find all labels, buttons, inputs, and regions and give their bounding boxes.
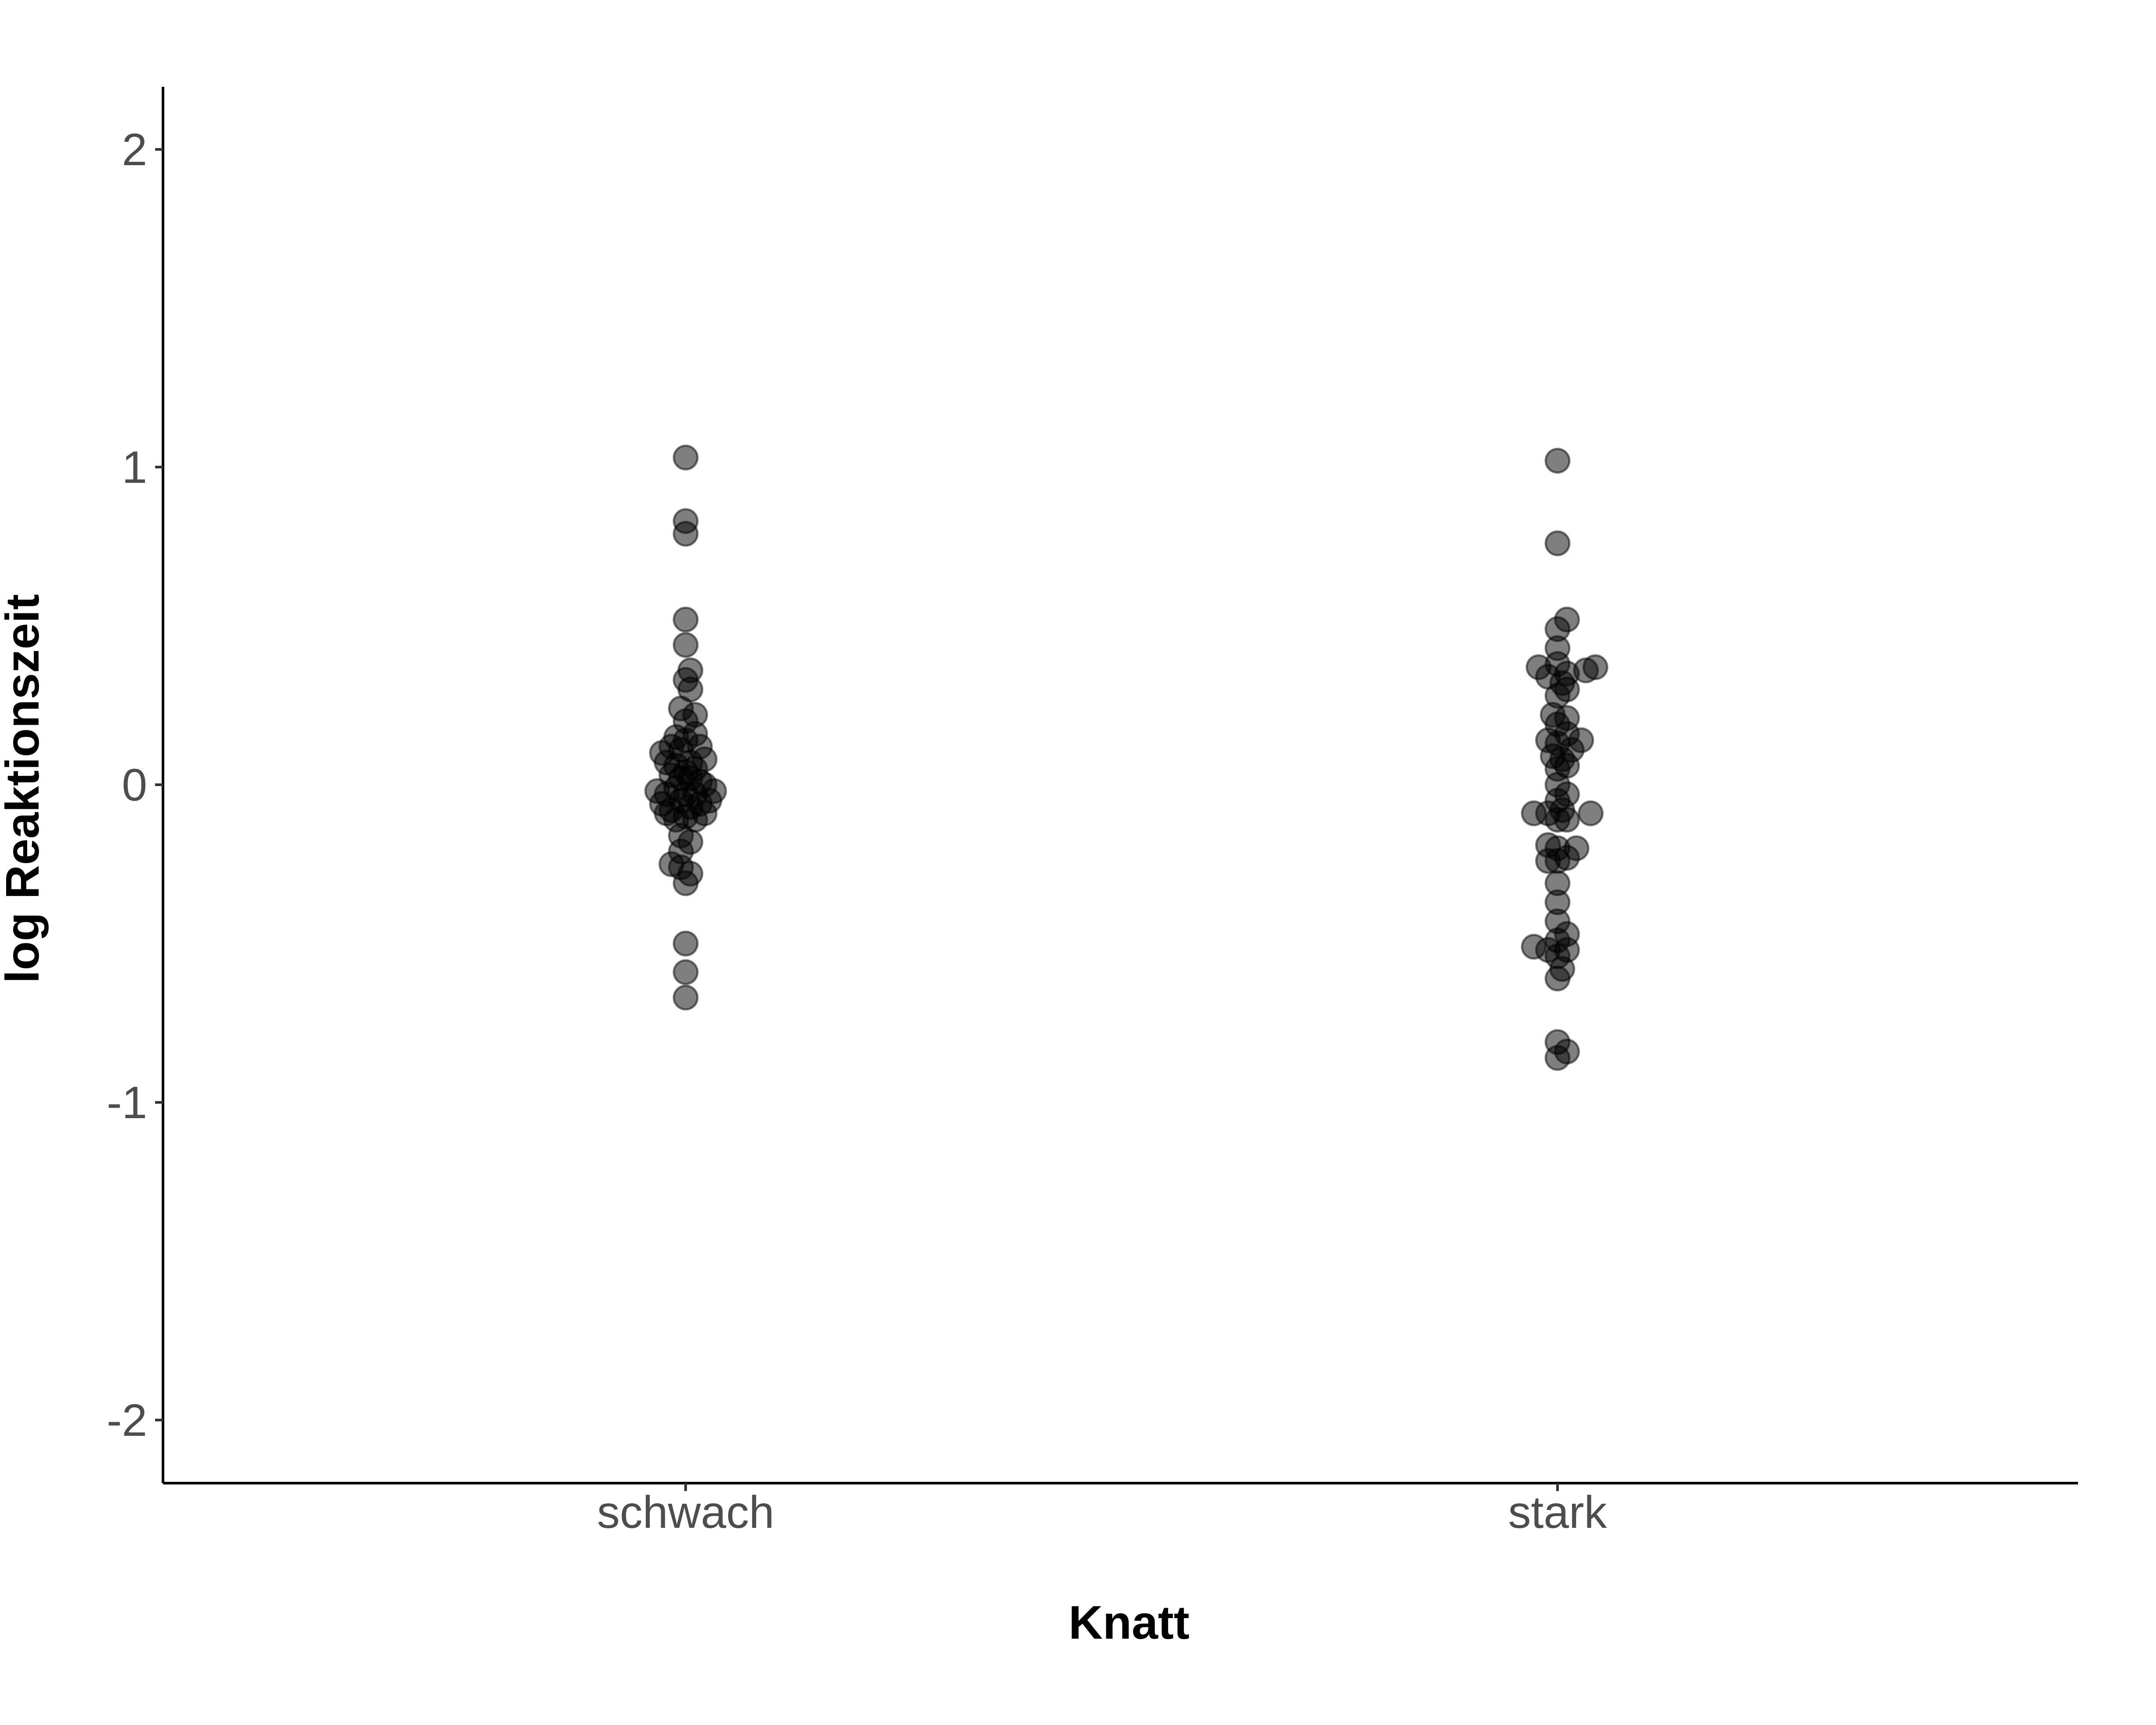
data-point-schwach <box>673 521 699 547</box>
points-layer <box>644 444 1608 1071</box>
data-point-stark <box>1554 807 1580 833</box>
x-axis-title: Knatt <box>1069 1596 1190 1649</box>
data-point-stark <box>1578 800 1604 826</box>
y-tick-label: 2 <box>122 124 147 175</box>
x-axis-ticks: schwach stark <box>597 1483 1607 1538</box>
data-point-schwach <box>673 985 699 1011</box>
y-axis-title: log Reaktionszeit <box>0 594 49 983</box>
x-tick-label: schwach <box>597 1487 775 1538</box>
data-point-schwach <box>673 606 699 633</box>
y-tick-label: 1 <box>122 442 147 493</box>
y-tick-label: 0 <box>122 760 147 811</box>
data-point-schwach <box>673 931 699 956</box>
y-tick-label: -1 <box>107 1077 147 1128</box>
y-axis-ticks: -2 -1 0 1 2 <box>107 124 163 1446</box>
data-point-schwach <box>673 870 699 896</box>
data-point-stark <box>1544 530 1571 556</box>
data-point-stark <box>1554 845 1580 871</box>
data-point-stark <box>1544 448 1571 474</box>
data-point-schwach <box>673 632 699 658</box>
data-point-schwach <box>673 959 699 985</box>
y-tick-label: -2 <box>107 1395 147 1446</box>
data-point-schwach <box>673 444 699 471</box>
data-point-stark <box>1544 1045 1571 1071</box>
x-tick-label: stark <box>1508 1487 1607 1538</box>
data-point-stark <box>1544 965 1571 992</box>
